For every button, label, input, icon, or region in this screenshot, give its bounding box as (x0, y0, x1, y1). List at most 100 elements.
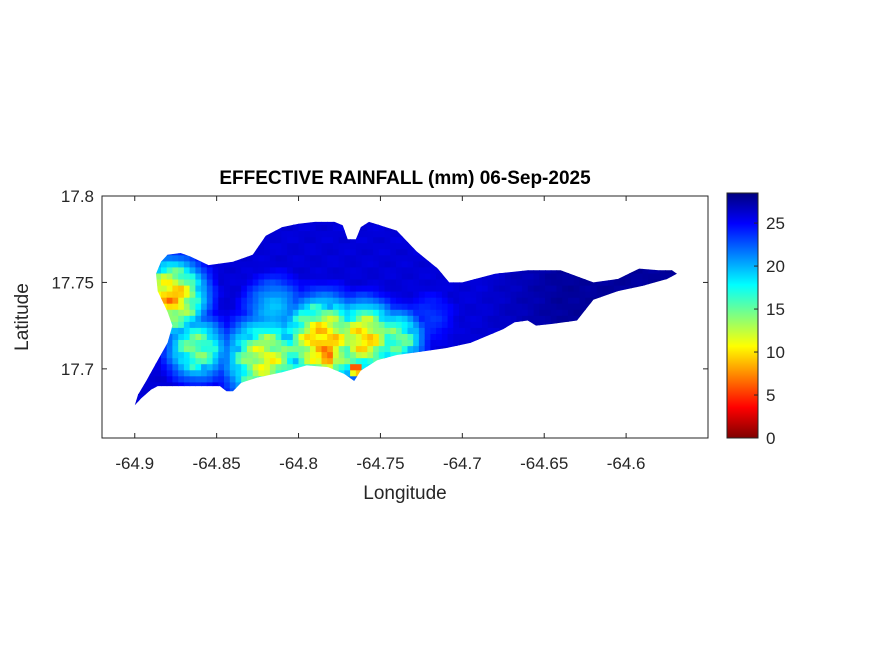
heatmap-cell (298, 351, 305, 359)
heatmap-cell (516, 315, 523, 322)
heatmap-cell (327, 272, 334, 280)
heatmap-cell (310, 221, 317, 226)
heatmap-cell (384, 351, 391, 359)
heatmap-cell (361, 357, 368, 365)
heatmap-cell (464, 327, 472, 334)
heatmap-cell (201, 321, 208, 328)
heatmap-cell (436, 279, 443, 286)
heatmap-cell (155, 279, 162, 286)
heatmap-cell (373, 291, 380, 298)
heatmap-cell (659, 272, 666, 280)
heatmap-cell (264, 345, 271, 353)
heatmap-cell (350, 266, 357, 274)
heatmap-cell (390, 333, 397, 340)
heatmap-cell (401, 254, 408, 262)
heatmap-cell (396, 230, 403, 238)
heatmap-cell (315, 221, 322, 226)
heatmap-cell (264, 248, 271, 256)
heatmap-cell (487, 297, 494, 304)
heatmap-cell (332, 333, 340, 340)
heatmap-cell (373, 327, 380, 334)
heatmap-cell (212, 279, 219, 286)
heatmap-cell (298, 266, 305, 274)
heatmap-cell (246, 297, 254, 304)
colorbar-tick-label: 5 (766, 386, 775, 405)
heatmap-cell (344, 260, 351, 268)
heatmap-cell (292, 254, 300, 262)
heatmap-cell (281, 260, 288, 268)
heatmap-cell (516, 303, 523, 310)
heatmap-cell (350, 363, 357, 371)
heatmap-cell (155, 375, 162, 383)
heatmap-cell (269, 266, 277, 274)
heatmap-cell (161, 375, 168, 383)
heatmap-cell (568, 315, 575, 322)
heatmap-cell (269, 254, 277, 262)
heatmap-cell (361, 224, 368, 232)
heatmap-cell (315, 266, 322, 274)
heatmap-cell (258, 339, 265, 347)
heatmap-cell (241, 303, 248, 310)
heatmap-cell (287, 230, 294, 238)
heatmap-cell (178, 375, 185, 383)
heatmap-cell (298, 309, 305, 316)
y-tick-label: 17.8 (61, 187, 94, 206)
heatmap-cell (321, 266, 328, 274)
heatmap-cell (396, 291, 403, 298)
heatmap-cell (166, 351, 173, 359)
heatmap-cell (378, 266, 386, 274)
heatmap-cell (201, 315, 208, 322)
heatmap-cell (436, 285, 443, 292)
heatmap-cell (568, 297, 575, 304)
heatmap-cell (315, 291, 322, 298)
heatmap-cell (183, 285, 191, 292)
heatmap-cell (384, 266, 391, 274)
heatmap-cell (418, 309, 426, 316)
heatmap-cell (235, 351, 242, 359)
heatmap-cell (206, 381, 214, 389)
heatmap-cell (134, 400, 139, 406)
heatmap-cell (338, 272, 345, 280)
heatmap-cell (378, 297, 386, 304)
heatmap-cell (355, 351, 363, 359)
heatmap-cell (338, 248, 345, 256)
heatmap-cell (384, 230, 391, 238)
heatmap-cell (310, 230, 317, 238)
heatmap-cell (436, 309, 443, 316)
heatmap-cell (361, 242, 368, 250)
heatmap-cell (441, 321, 449, 328)
heatmap-cell (201, 297, 208, 304)
heatmap-cell (218, 327, 225, 334)
heatmap-cell (407, 345, 414, 353)
heatmap-cell (143, 387, 151, 395)
heatmap-cell (252, 285, 259, 292)
heatmap-cell (533, 291, 540, 298)
heatmap-cell (344, 248, 351, 256)
heatmap-cell (493, 297, 500, 304)
heatmap-cell (476, 303, 483, 310)
heatmap-cell (338, 309, 345, 316)
heatmap-cell (338, 224, 345, 232)
heatmap-cell (527, 285, 535, 292)
heatmap-cell (373, 303, 380, 310)
heatmap-cell (527, 303, 535, 310)
heatmap-cell (212, 260, 219, 268)
heatmap-cell (201, 333, 208, 340)
heatmap-cell (206, 375, 214, 383)
heatmap-cell (258, 345, 265, 353)
heatmap-cell (332, 345, 340, 353)
heatmap-cell (246, 351, 254, 359)
heatmap-cell (367, 242, 374, 250)
heatmap-cell (212, 363, 219, 371)
heatmap-cell (482, 303, 489, 310)
heatmap-cell (487, 321, 494, 328)
y-axis-ticks: 17.7 17.75 17.8 (51, 187, 708, 379)
heatmap-cell (161, 266, 168, 274)
heatmap-cell (338, 279, 345, 286)
heatmap-cell (447, 309, 454, 316)
heatmap-cell (292, 315, 300, 322)
heatmap-cell (367, 297, 374, 304)
heatmap-cell (224, 272, 231, 280)
heatmap-cell (355, 345, 363, 353)
heatmap-cell (545, 279, 552, 286)
